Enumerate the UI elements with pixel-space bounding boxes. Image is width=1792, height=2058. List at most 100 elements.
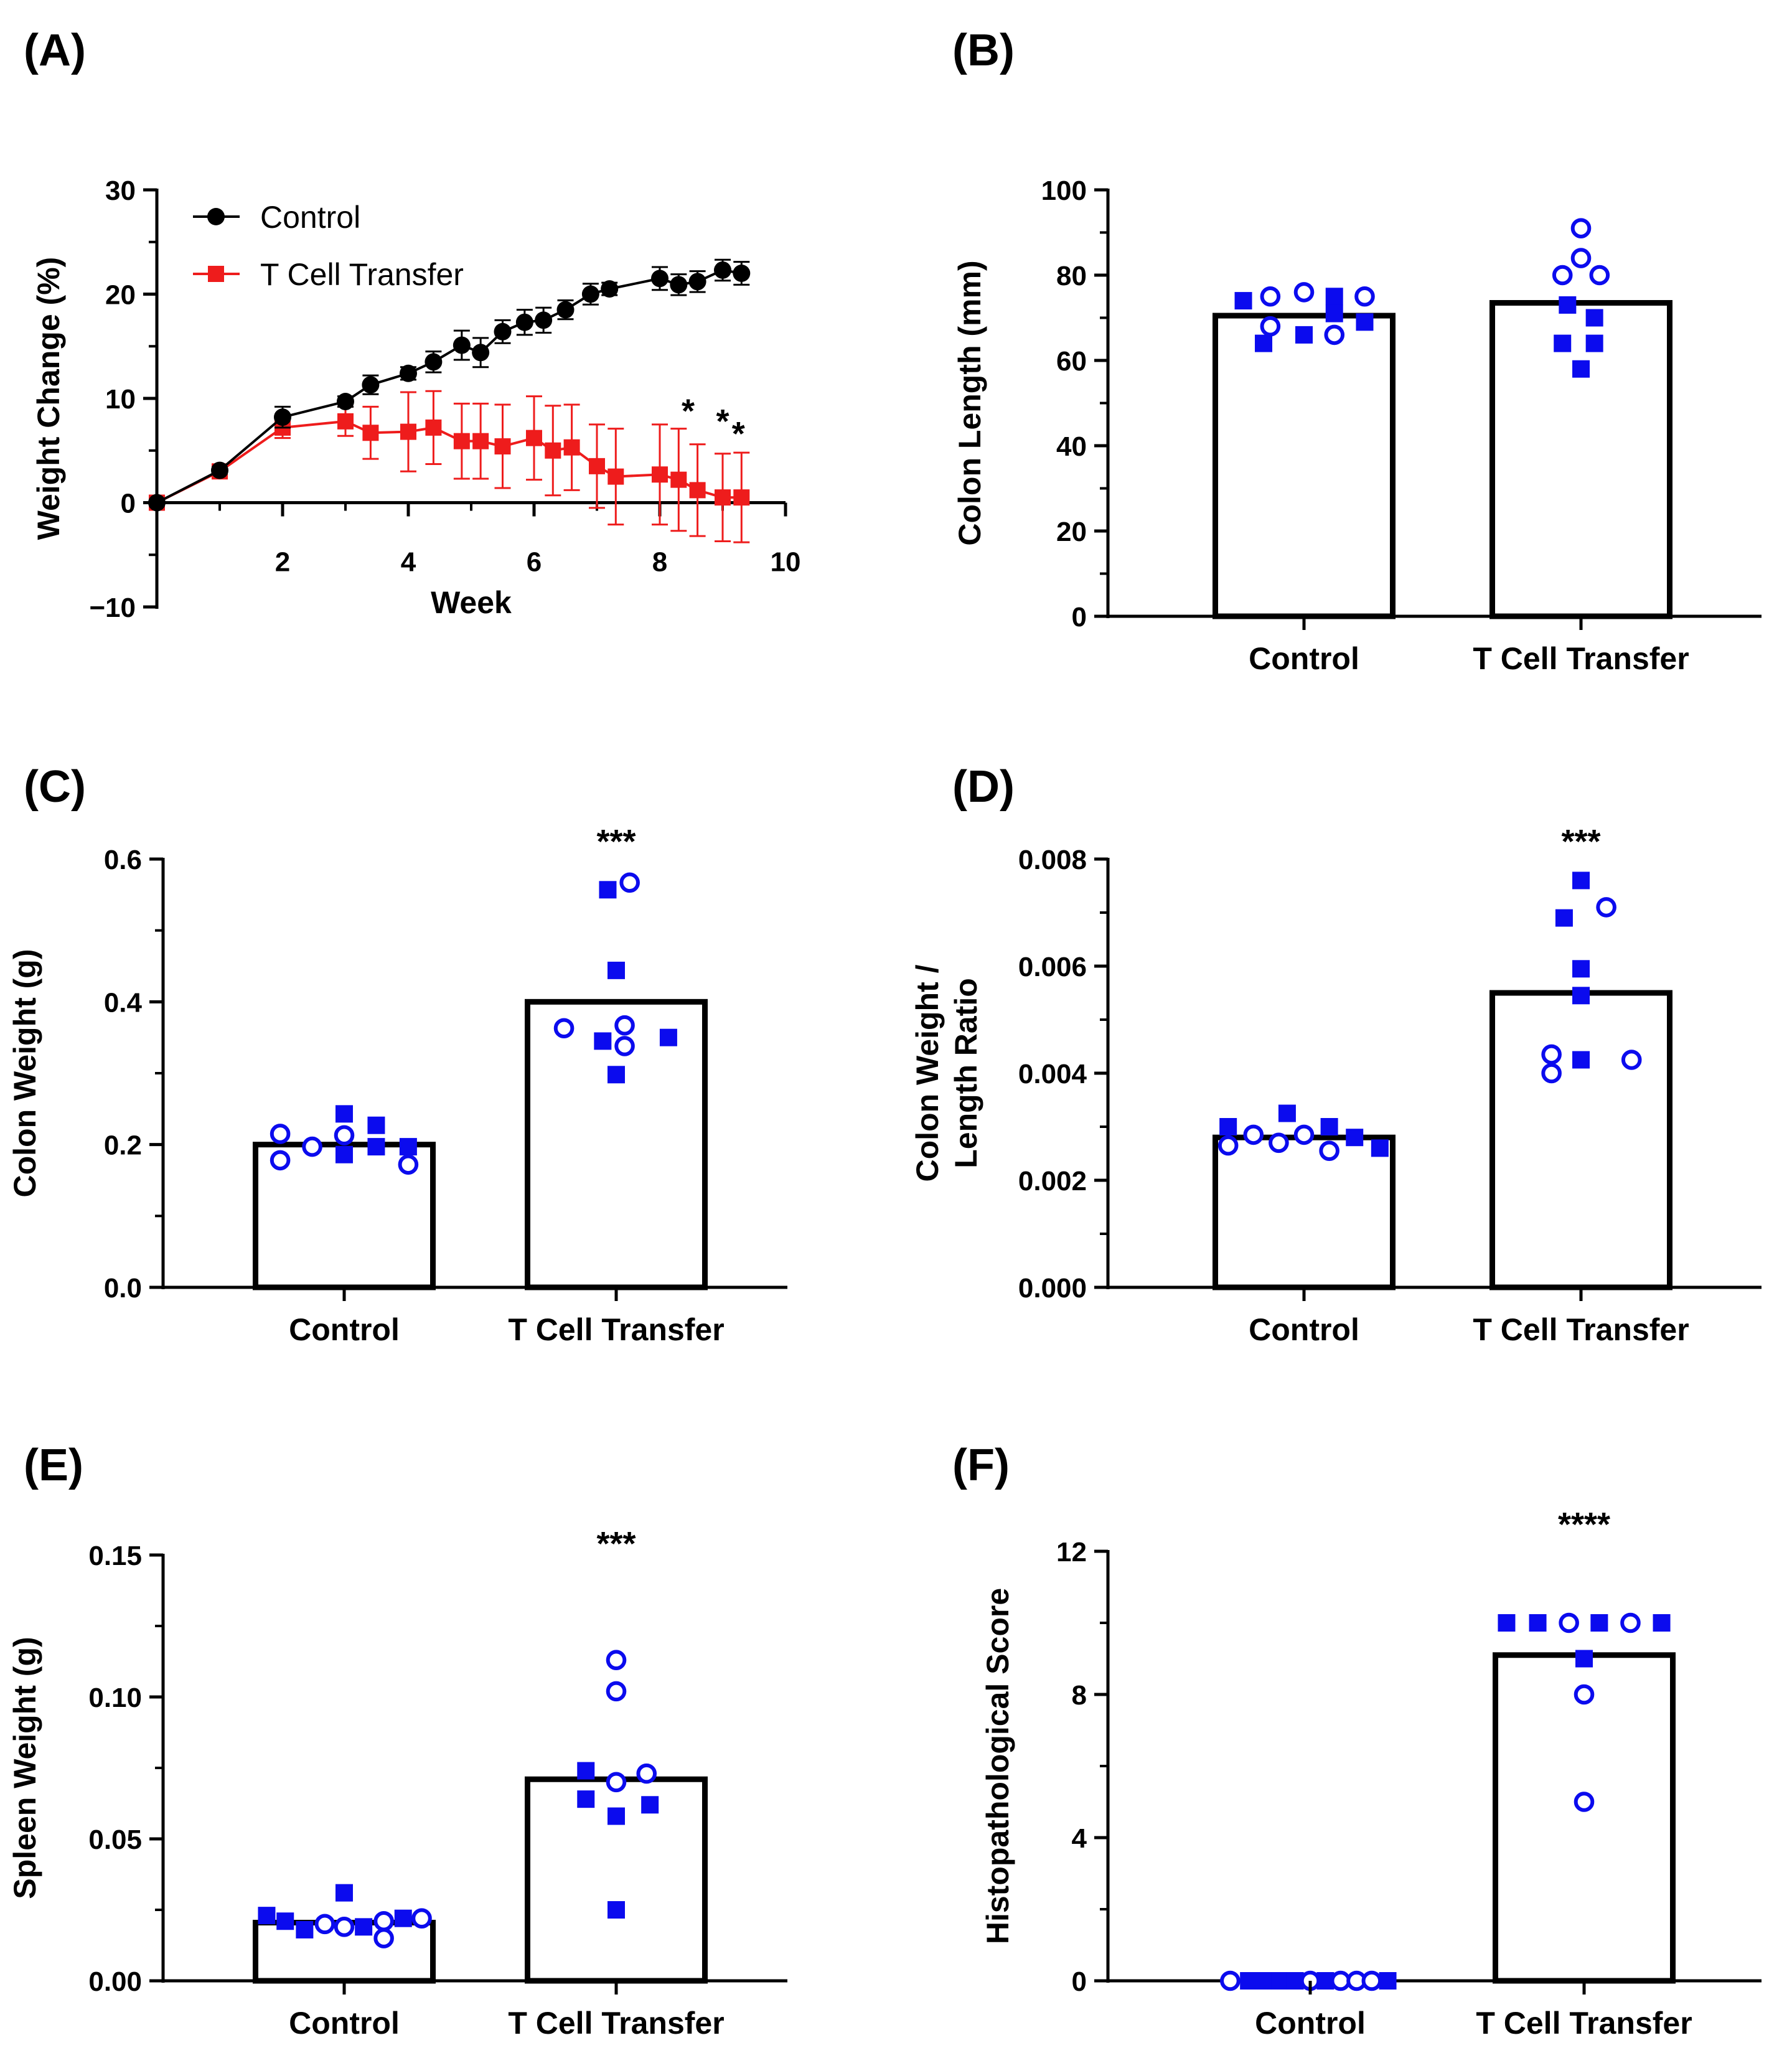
category-label: T Cell Transfer [508,1312,724,1347]
data-point-circle [400,364,417,382]
data-point-circle [1324,324,1345,345]
y-tick-label: 0.05 [88,1825,142,1855]
category-label: T Cell Transfer [1473,641,1689,676]
category-label: Control [289,1312,400,1347]
data-point-square [594,1032,612,1050]
data-point-circle [606,1650,627,1671]
data-point-square [1219,1118,1237,1135]
bar-group-control [1213,1104,1396,1290]
data-point-circle [606,1681,627,1702]
data-point-square [367,1138,385,1156]
data-point-circle [1574,1684,1595,1705]
data-point-circle [398,1154,419,1175]
bar-group-control [253,1884,436,1984]
data-point-square [258,1907,276,1925]
y-tick-label: 60 [1056,346,1087,377]
data-point-square [1529,1614,1547,1632]
data-point-circle [1217,1135,1239,1156]
y-tick-label: 4 [1072,1823,1087,1854]
y-axis-title-line: Length Ratio [949,978,983,1168]
data-point-circle [1361,1970,1382,1991]
data-point-square [577,1762,595,1780]
data-point-square [652,466,668,483]
data-point-square [545,442,561,459]
data-point-circle [1620,1612,1641,1633]
data-point-square [355,1918,373,1936]
category-label: Control [1249,641,1359,676]
data-point-circle [1260,316,1281,337]
category-label: T Cell Transfer [1476,2006,1692,2041]
legend-marker-t-cell-transfer [208,266,224,282]
panel-e-spleen-weight-chart: (E) 0.00 0.05 0.10 0.15 Spleen Weight (g) Cont… [7,1440,787,2041]
data-point-square [1379,1972,1397,1990]
y-tick-label: 0 [121,489,136,519]
bar-group-control [1213,282,1396,619]
data-point-square [362,425,379,441]
legend-label-control: Control [260,200,360,235]
y-tick-label: 0.002 [1018,1166,1087,1196]
series-line [156,420,742,504]
data-point-square [607,1901,625,1919]
data-point-square [394,1909,412,1927]
y-axis-title-line: Colon Weight / [910,964,945,1182]
panel-label: (D) [952,762,1015,812]
data-point-square [1572,987,1590,1005]
data-point-square [526,430,542,446]
y-tick-label: 0 [1072,602,1087,632]
data-point-circle [1621,1050,1642,1070]
bar-group-t-cell-transfer [525,872,708,1290]
significance-stars: *** [596,823,636,860]
data-point-circle [636,1763,657,1784]
data-point-square [337,413,354,430]
data-point-circle [1330,1970,1351,1991]
category-label: T Cell Transfer [1473,1312,1689,1347]
y-tick-label: 12 [1056,1537,1087,1567]
data-point-circle [1570,218,1592,238]
data-point-circle [1552,265,1573,286]
data-point-square [607,961,625,979]
data-point-square [689,482,706,499]
data-point-square [1555,909,1573,927]
data-point-circle [274,408,291,426]
significance-star: * [682,392,695,430]
panel-label: (A) [24,26,86,75]
y-tick-label: 0.6 [104,845,142,875]
data-point-square [659,1028,677,1046]
significance-stars: *** [596,1525,636,1562]
data-point-square [1572,960,1590,978]
data-point-square [733,489,750,506]
data-point-square [1240,1972,1258,1990]
data-point-square [276,1912,294,1930]
data-point-square [494,438,511,455]
data-point-circle [553,1018,575,1039]
data-point-square [599,881,617,899]
y-axis-title: Colon Weight / Length Ratio [910,964,983,1182]
data-point-square [1320,1118,1338,1135]
legend-label-t-cell-transfer: T Cell Transfer [260,257,464,292]
panel-label: (B) [952,26,1015,75]
y-tick-label: 0.10 [88,1683,142,1713]
data-point-circle [614,1036,635,1056]
data-point-square [453,433,470,449]
data-point-circle [411,1908,432,1929]
panel-d-colon-ratio-chart: (D) 0.000 0.002 0.004 0.006 0.008 Colon Weight… [910,762,1762,1347]
data-point-square [1498,1614,1516,1632]
panel-f-histopathological-score-chart: (F) 0 4 8 12 Histopathological Score Control T … [952,1440,1762,2041]
data-point-square [1234,292,1252,310]
y-tick-label: 100 [1041,176,1087,206]
y-tick-label: −10 [89,593,136,623]
data-point-circle [270,1150,291,1171]
y-tick-label: 0.0 [104,1273,142,1304]
data-point-circle [1269,1132,1289,1154]
data-point-circle [337,393,354,411]
data-point-circle [494,322,512,341]
data-point-square [335,1145,353,1163]
data-point-square [1325,288,1343,306]
y-tick-label: 0.15 [88,1541,142,1571]
data-point-circle [302,1136,322,1157]
bar-group-t-cell-transfer [1493,1612,1676,1984]
data-point-square [1356,313,1374,331]
data-point-circle [1293,1124,1315,1145]
data-point-circle [425,353,443,371]
y-axis-title: Spleen Weight (g) [7,1637,42,1899]
